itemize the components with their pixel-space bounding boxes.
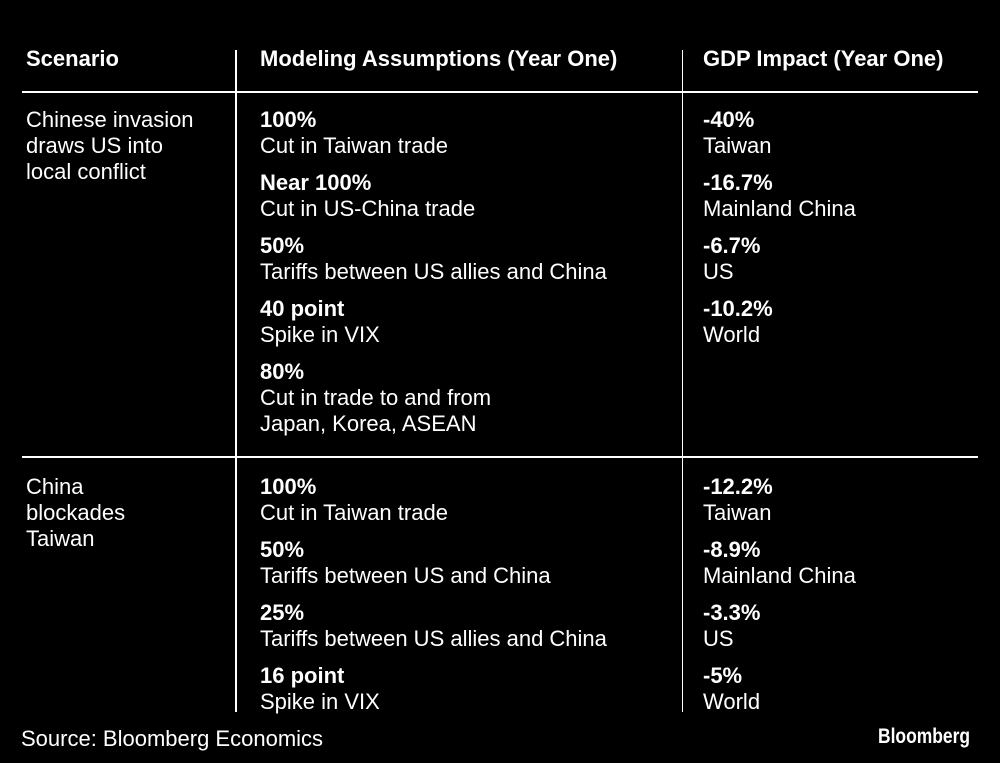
- scenario-line: blockades: [26, 500, 126, 526]
- assumption-item: 50% Tariffs between US and China: [260, 537, 607, 589]
- assumption-value: 50%: [260, 537, 305, 563]
- impact-value: -5%: [703, 663, 743, 689]
- assumption-item: 25% Tariffs between US allies and China: [260, 600, 607, 652]
- impact-value: -40%: [703, 107, 755, 133]
- impact-region: World: [703, 689, 761, 715]
- scenario-cell: Chinese invasion draws US into local confl…: [26, 107, 194, 185]
- impact-region: World: [703, 322, 761, 348]
- scenario-line: local conflict: [26, 159, 146, 185]
- assumption-desc: Japan, Korea, ASEAN: [260, 411, 477, 437]
- bloomberg-logo: Bloomberg: [878, 724, 971, 748]
- assumption-value: 40 point: [260, 296, 345, 322]
- impact-region: US: [703, 259, 734, 285]
- impact-region: Taiwan: [703, 500, 772, 526]
- scenario-line: Taiwan: [26, 526, 95, 552]
- assumption-value: 100%: [260, 107, 317, 133]
- assumption-desc: Cut in US-China trade: [260, 196, 476, 222]
- impact-item: -40% Taiwan: [703, 107, 856, 159]
- assumption-desc: Tariffs between US allies and China: [260, 259, 607, 285]
- scenario-line: China: [26, 474, 84, 500]
- assumption-desc: Tariffs between US allies and China: [260, 626, 607, 652]
- assumption-value: 100%: [260, 474, 317, 500]
- assumption-desc: Cut in Taiwan trade: [260, 500, 448, 526]
- column-header-scenario: Scenario: [26, 45, 119, 71]
- assumption-desc: Cut in trade to and from: [260, 385, 492, 411]
- impact-value: -10.2%: [703, 296, 773, 322]
- impact-item: -10.2% World: [703, 296, 856, 348]
- assumption-value: 25%: [260, 600, 305, 626]
- assumption-item: Near 100% Cut in US-China trade: [260, 170, 607, 222]
- impact-item: -5% World: [703, 663, 856, 715]
- impacts-cell: -40% Taiwan -16.7% Mainland China -6.7% US -10…: [703, 107, 856, 348]
- impact-item: -8.9% Mainland China: [703, 537, 856, 589]
- assumptions-cell: 100% Cut in Taiwan trade Near 100% Cut in U…: [260, 107, 607, 437]
- assumption-item: 50% Tariffs between US allies and China: [260, 233, 607, 285]
- column-header-assumptions: Modeling Assumptions (Year One): [260, 45, 618, 71]
- impact-region: Taiwan: [703, 133, 772, 159]
- scenario-cell: China blockades Taiwan: [26, 474, 125, 552]
- assumption-value: Near 100%: [260, 170, 372, 196]
- scenario-line: draws US into: [26, 133, 163, 159]
- column-header-gdp-impact: GDP Impact (Year One): [703, 45, 944, 71]
- impact-value: -6.7%: [703, 233, 761, 259]
- impact-region: Mainland China: [703, 196, 856, 222]
- scenario-line: Chinese invasion: [26, 107, 194, 133]
- impact-value: -12.2%: [703, 474, 773, 500]
- assumption-desc: Cut in Taiwan trade: [260, 133, 448, 159]
- assumption-item: 80% Cut in trade to and from Japan, Korea,…: [260, 359, 607, 437]
- assumption-value: 16 point: [260, 663, 345, 689]
- impact-item: -16.7% Mainland China: [703, 170, 856, 222]
- impact-item: -12.2% Taiwan: [703, 474, 856, 526]
- assumption-item: 100% Cut in Taiwan trade: [260, 107, 607, 159]
- assumption-value: 80%: [260, 359, 305, 385]
- source-note: Source: Bloomberg Economics: [21, 726, 324, 752]
- impact-value: -3.3%: [703, 600, 761, 626]
- assumption-item: 100% Cut in Taiwan trade: [260, 474, 607, 526]
- column-divider-line-2: [681, 50, 684, 712]
- column-divider-line-1: [235, 50, 237, 712]
- impact-value: -16.7%: [703, 170, 773, 196]
- assumption-desc: Spike in VIX: [260, 689, 380, 715]
- header-divider-line: [22, 90, 978, 93]
- assumption-value: 50%: [260, 233, 305, 259]
- impact-item: -3.3% US: [703, 600, 856, 652]
- impact-region: Mainland China: [703, 563, 856, 589]
- assumption-desc: Spike in VIX: [260, 322, 380, 348]
- assumption-item: 16 point Spike in VIX: [260, 663, 607, 715]
- impact-value: -8.9%: [703, 537, 761, 563]
- impact-region: US: [703, 626, 734, 652]
- impacts-cell: -12.2% Taiwan -8.9% Mainland China -3.3% US -5…: [703, 474, 856, 715]
- impact-item: -6.7% US: [703, 233, 856, 285]
- assumption-desc: Tariffs between US and China: [260, 563, 551, 589]
- row-divider-line: [22, 455, 978, 458]
- assumptions-cell: 100% Cut in Taiwan trade 50% Tariffs betwee…: [260, 474, 607, 715]
- assumption-item: 40 point Spike in VIX: [260, 296, 607, 348]
